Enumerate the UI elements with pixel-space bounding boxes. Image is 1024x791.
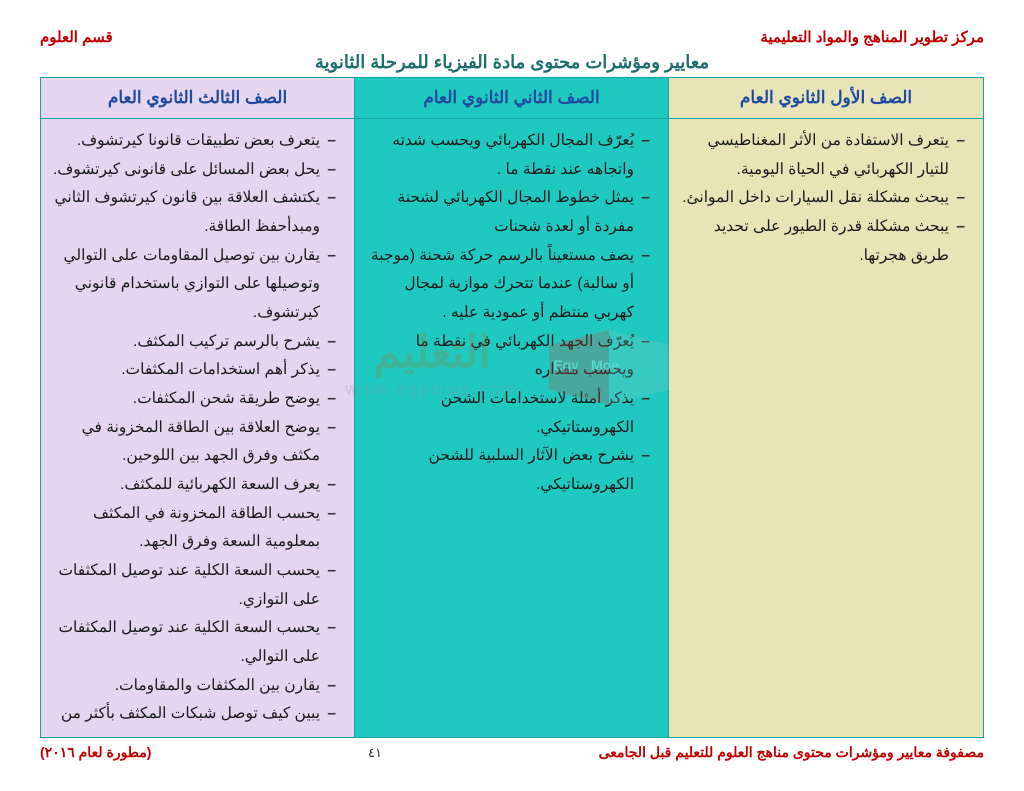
list-item: يحل بعض المسائل على قانونى كيرتشوف. — [51, 156, 336, 185]
list-item: يذكر أهم استخدامات المكثفات. — [51, 356, 336, 385]
list-item: يعرف السعة الكهربائية للمكثف. — [51, 471, 336, 500]
cell-grade1: يتعرف الاستفادة من الأثر المغناطيسي للتي… — [669, 119, 984, 738]
list-item: يتعرف الاستفادة من الأثر المغناطيسي للتي… — [679, 127, 965, 184]
list-item: يقارن بين المكثفات والمقاومات. — [51, 672, 336, 701]
grade2-list: يُعرّف المجال الكهربائي ويحسب شدته واتجا… — [365, 127, 654, 500]
col-header-grade1: الصف الأول الثانوي العام — [669, 78, 984, 119]
footer-page-number: ٤١ — [151, 745, 598, 761]
col-header-grade3: الصف الثالث الثانوي العام — [41, 78, 355, 119]
list-item: يمثل خطوط المجال الكهربائي لشحنة مفردة أ… — [365, 184, 650, 241]
list-item: يُعرّف المجال الكهربائي ويحسب شدته واتجا… — [365, 127, 650, 184]
footer-left: (مطورة لعام ٢٠١٦) — [40, 744, 151, 761]
page-header: مركز تطوير المناهج والمواد التعليمية قسم… — [40, 28, 984, 46]
list-item: يحسب السعة الكلية عند توصيل المكثفات على… — [51, 557, 336, 614]
header-org: مركز تطوير المناهج والمواد التعليمية — [760, 28, 984, 46]
list-item: يكتشف العلاقة بين قانون كيرتشوف الثاني و… — [51, 184, 336, 241]
list-item: يحسب الطاقة المخزونة في المكثف بمعلومية … — [51, 500, 336, 557]
list-item: يبحث مشكلة قدرة الطيور على تحديد طريق هج… — [679, 213, 965, 270]
header-dept: قسم العلوم — [40, 28, 113, 46]
page-title: معايير ومؤشرات محتوى مادة الفيزياء للمرح… — [40, 52, 984, 73]
list-item: يشرح بعض الآثار السلبية للشحن الكهروستات… — [365, 442, 650, 499]
list-item: يشرح بالرسم تركيب المكثف. — [51, 328, 336, 357]
list-item: يتعرف بعض تطبيقات قانونا كيرتشوف. — [51, 127, 336, 156]
table-body-row: يتعرف الاستفادة من الأثر المغناطيسي للتي… — [41, 119, 984, 738]
list-item: يوضح طريقة شحن المكثفات. — [51, 385, 336, 414]
table-header-row: الصف الأول الثانوي العام الصف الثاني الث… — [41, 78, 984, 119]
cell-grade3: يتعرف بعض تطبيقات قانونا كيرتشوف.يحل بعض… — [41, 119, 355, 738]
list-item: يوضح العلاقة بين الطاقة المخزونة في مكثف… — [51, 414, 336, 471]
col-header-grade2: الصف الثاني الثانوي العام — [355, 78, 669, 119]
list-item: يُعرّف الجهد الكهربائي في نقطة ما ويحسب … — [365, 328, 650, 385]
list-item: يقارن بين توصيل المقاومات على التوالي وت… — [51, 242, 336, 328]
curriculum-table: الصف الأول الثانوي العام الصف الثاني الث… — [40, 77, 984, 738]
grade3-list: يتعرف بعض تطبيقات قانونا كيرتشوف.يحل بعض… — [51, 127, 340, 729]
list-item: يحسب السعة الكلية عند توصيل المكثفات على… — [51, 614, 336, 671]
page-footer: مصفوفة معايير ومؤشرات محتوى مناهج العلوم… — [40, 744, 984, 761]
list-item: يصف مستعيناً بالرسم حركة شحنة (موجبة أو … — [365, 242, 650, 328]
list-item: يبحث مشكلة نقل السيارات داخل الموانئ. — [679, 184, 965, 213]
cell-grade2: يُعرّف المجال الكهربائي ويحسب شدته واتجا… — [355, 119, 669, 738]
footer-right: مصفوفة معايير ومؤشرات محتوى مناهج العلوم… — [599, 744, 984, 761]
grade1-list: يتعرف الاستفادة من الأثر المغناطيسي للتي… — [679, 127, 969, 270]
list-item: يبين كيف توصل شبكات المكثف بأكثر من — [51, 700, 336, 729]
list-item: يذكر أمثلة لاستخدامات الشحن الكهروستاتيك… — [365, 385, 650, 442]
